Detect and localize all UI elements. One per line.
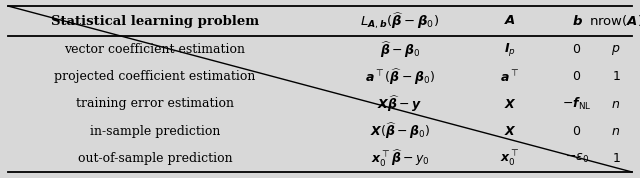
Text: $\boldsymbol{A}$: $\boldsymbol{A}$ xyxy=(504,14,516,27)
Text: $\boldsymbol{x}_0^\top\widehat{\boldsymbol{\beta}} - y_0$: $\boldsymbol{x}_0^\top\widehat{\boldsymb… xyxy=(371,148,429,169)
Text: out-of-sample prediction: out-of-sample prediction xyxy=(77,152,232,165)
Text: $-\boldsymbol{f}_{\mathrm{NL}}$: $-\boldsymbol{f}_{\mathrm{NL}}$ xyxy=(563,96,592,112)
Text: $\boldsymbol{X}\widehat{\boldsymbol{\beta}} - \boldsymbol{y}$: $\boldsymbol{X}\widehat{\boldsymbol{\bet… xyxy=(378,94,422,114)
Text: $0$: $0$ xyxy=(572,43,582,56)
Text: $0$: $0$ xyxy=(572,125,582,138)
Text: $\boldsymbol{X}$: $\boldsymbol{X}$ xyxy=(504,98,516,111)
Text: $\boldsymbol{a}^\top(\widehat{\boldsymbol{\beta}} - \boldsymbol{\beta}_0)$: $\boldsymbol{a}^\top(\widehat{\boldsymbo… xyxy=(365,67,435,87)
Text: $0$: $0$ xyxy=(572,70,582,83)
Text: Statistical learning problem: Statistical learning problem xyxy=(51,14,259,27)
Text: $\boldsymbol{I}_p$: $\boldsymbol{I}_p$ xyxy=(504,41,516,58)
Text: $\boldsymbol{X}$: $\boldsymbol{X}$ xyxy=(504,125,516,138)
Text: $\boldsymbol{x}_0^\top$: $\boldsymbol{x}_0^\top$ xyxy=(500,149,520,168)
Text: training error estimation: training error estimation xyxy=(76,98,234,111)
Text: $\widehat{\boldsymbol{\beta}} - \boldsymbol{\beta}_0$: $\widehat{\boldsymbol{\beta}} - \boldsym… xyxy=(380,39,420,60)
Text: $L_{\boldsymbol{A},\boldsymbol{b}}(\widehat{\boldsymbol{\beta}} - \boldsymbol{\b: $L_{\boldsymbol{A},\boldsymbol{b}}(\wide… xyxy=(360,11,440,32)
Text: $\boldsymbol{a}^\top$: $\boldsymbol{a}^\top$ xyxy=(500,69,520,85)
Text: $\mathrm{nrow}(\boldsymbol{A})$: $\mathrm{nrow}(\boldsymbol{A})$ xyxy=(589,14,640,28)
Text: $1$: $1$ xyxy=(612,70,620,83)
Text: $n$: $n$ xyxy=(611,98,621,111)
Text: $p$: $p$ xyxy=(611,43,621,57)
Text: projected coefficient estimation: projected coefficient estimation xyxy=(54,70,256,83)
Text: vector coefficient estimation: vector coefficient estimation xyxy=(65,43,246,56)
Text: $\boldsymbol{b}$: $\boldsymbol{b}$ xyxy=(572,14,582,28)
Text: $n$: $n$ xyxy=(611,125,621,138)
Text: $-\varepsilon_0$: $-\varepsilon_0$ xyxy=(565,152,589,165)
Text: in-sample prediction: in-sample prediction xyxy=(90,125,220,138)
Text: $1$: $1$ xyxy=(612,152,620,165)
Text: $\boldsymbol{X}(\widehat{\boldsymbol{\beta}} - \boldsymbol{\beta}_0)$: $\boldsymbol{X}(\widehat{\boldsymbol{\be… xyxy=(370,121,430,142)
